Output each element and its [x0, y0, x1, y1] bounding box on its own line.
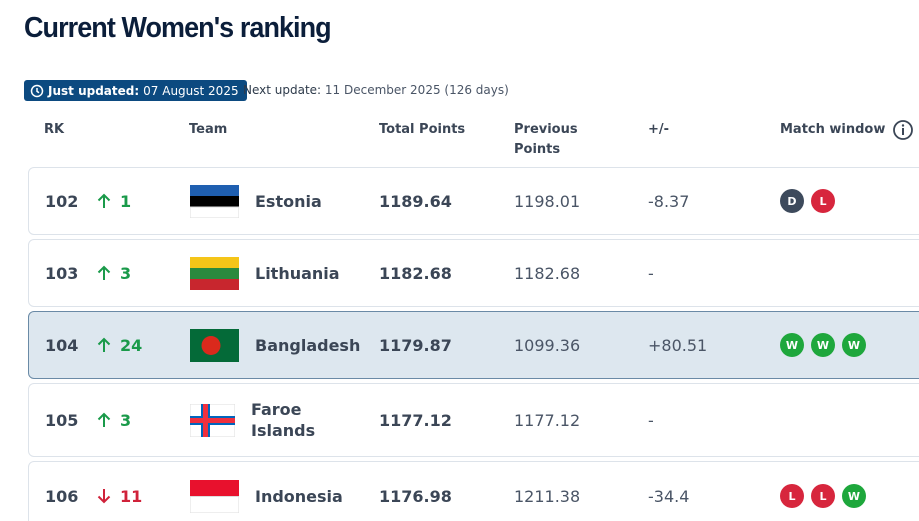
column-header: Team — [189, 122, 228, 137]
flag-indonesia — [190, 479, 239, 513]
info-icon[interactable] — [892, 119, 914, 141]
move: 3 — [120, 410, 132, 430]
flag — [190, 240, 239, 306]
movement: 3 — [97, 240, 131, 306]
team: Bangladesh — [255, 335, 361, 355]
column-header: Match window — [780, 122, 886, 137]
move: 24 — [120, 335, 143, 355]
flag — [190, 168, 239, 234]
update-badge: Just updated: 07 August 2025 — [24, 80, 247, 101]
arrow-up — [97, 193, 111, 208]
flag — [190, 462, 239, 521]
team: Indonesia — [255, 486, 343, 506]
arrow-down — [97, 489, 111, 504]
movement: 3 — [97, 384, 131, 456]
next-date: 11 December 2025 (126 days) — [324, 83, 509, 97]
next-label: Next update: — [243, 83, 322, 97]
arrow-up — [97, 412, 111, 427]
movement: 1 — [97, 168, 131, 234]
flag-estonia — [190, 184, 239, 218]
move: 3 — [120, 263, 132, 283]
previous-points: 1177.12 — [514, 410, 581, 430]
result: W — [842, 333, 866, 357]
total-points: 1179.87 — [379, 335, 452, 355]
previous-points: 1182.68 — [514, 263, 581, 283]
previous-points: 1198.01 — [514, 191, 581, 211]
ranking-row[interactable]: 105 3 Faroe Islands 1177.12 1177.12 - — [28, 383, 919, 457]
result: W — [780, 333, 804, 357]
result: W — [842, 484, 866, 508]
diff: +80.51 — [648, 335, 708, 355]
column-header: Total Points — [379, 122, 466, 137]
team: Faroe Islands — [251, 400, 316, 440]
rank: 103 — [45, 263, 79, 283]
diff: - — [648, 263, 654, 283]
team: Lithuania — [255, 263, 340, 283]
flag — [190, 312, 239, 378]
total-points: 1176.98 — [379, 486, 452, 506]
rank: 104 — [45, 335, 79, 355]
column-header: RK — [44, 122, 65, 137]
result: L — [811, 189, 835, 213]
total-points: 1182.68 — [379, 263, 452, 283]
arrow-up — [97, 265, 111, 280]
movement: 11 — [97, 462, 142, 521]
total-points: 1177.12 — [379, 410, 452, 430]
diff: -34.4 — [648, 486, 690, 506]
updated-date: 07 August 2025 — [143, 83, 239, 98]
result: W — [811, 333, 835, 357]
rank: 106 — [45, 486, 79, 506]
ranking-row[interactable]: 106 11 Indonesia 1176.98 1211.38 -34.4 L… — [28, 461, 919, 521]
result: L — [780, 484, 804, 508]
flag — [190, 384, 235, 456]
flag-faroe — [190, 403, 235, 437]
previous-points: 1211.38 — [514, 486, 581, 506]
ranking-row[interactable]: 103 3 Lithuania 1182.68 1182.68 - — [28, 239, 919, 307]
diff: -8.37 — [648, 191, 690, 211]
movement: 24 — [97, 312, 142, 378]
diff: - — [648, 410, 654, 430]
move: 1 — [120, 191, 132, 211]
total-points: 1189.64 — [379, 191, 452, 211]
next-update: Next update: 11 December 2025 (126 days) — [243, 83, 509, 97]
column-header: +/- — [648, 122, 670, 137]
title: Current Women's ranking — [24, 12, 332, 44]
result: D — [780, 189, 804, 213]
flag-lithuania — [190, 256, 239, 290]
ranking-row[interactable]: 104 24 Bangladesh 1179.87 1099.36 +80.51… — [28, 311, 919, 379]
arrow-up — [97, 337, 111, 352]
team: Estonia — [255, 191, 322, 211]
move: 11 — [120, 486, 143, 506]
result: L — [811, 484, 835, 508]
rank: 102 — [45, 191, 79, 211]
previous-points: 1099.36 — [514, 335, 581, 355]
column-header: Previous Points — [514, 122, 578, 157]
clock-icon — [30, 84, 44, 97]
rank: 105 — [45, 410, 79, 430]
flag-bangladesh — [190, 328, 239, 362]
updated-label: Just updated: — [48, 83, 140, 98]
